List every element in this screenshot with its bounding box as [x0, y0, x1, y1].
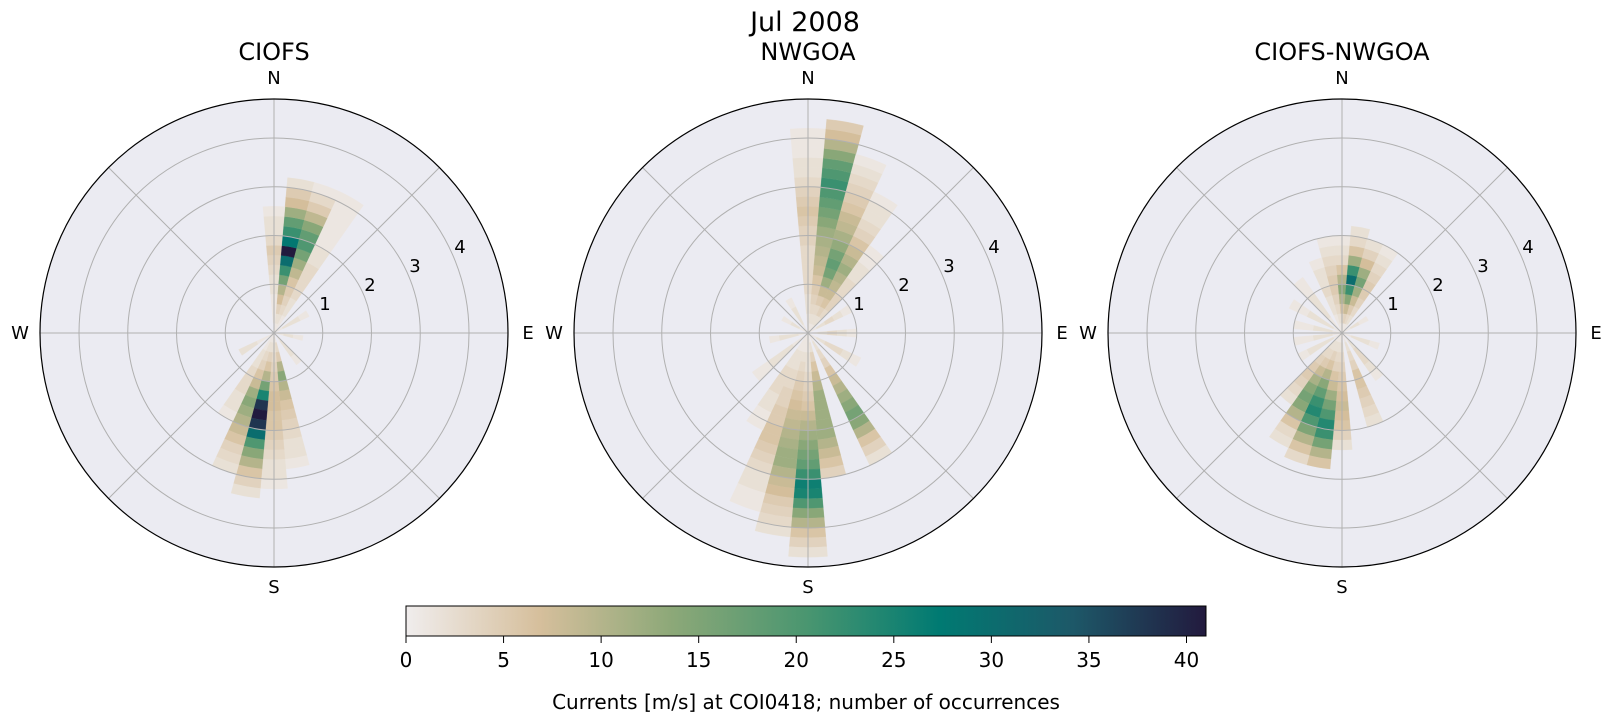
panel-title: CIOFS [238, 38, 309, 66]
colorbar-tick-label: 15 [686, 648, 711, 672]
radial-tick-labels: 1 2 3 4 [853, 237, 999, 315]
radial-tick-label: 1 [1387, 294, 1398, 315]
rose-bin-wedge [238, 345, 251, 356]
polar-axes-outline [573, 98, 1043, 568]
direction-label-north: N [801, 68, 814, 89]
radial-tick-label: 4 [1522, 237, 1533, 258]
direction-label-east: E [1056, 323, 1067, 344]
angular-gridline [108, 332, 275, 499]
colorbar-label: Currents [m/s] at COI0418; number of occ… [552, 690, 1060, 714]
polar-grid [574, 99, 1042, 567]
rose-bin-wedge [785, 297, 796, 310]
rose-bin-wedge [1368, 340, 1380, 350]
angular-gridline [273, 167, 440, 334]
rose-bin-wedge [297, 310, 310, 321]
angular-gridline [642, 332, 809, 499]
rose-bin-wedge [290, 353, 302, 366]
rose-bin-wedge [1269, 428, 1293, 449]
direction-label-west: W [1079, 323, 1097, 344]
direction-label-north: N [267, 68, 280, 89]
angular-gridline [807, 332, 974, 499]
radial-tick-label: 3 [943, 256, 954, 277]
rose-bin-wedge [1308, 257, 1325, 272]
colorbar: 0 5 10 15 20 25 30 35 40 Currents [m/s] at COI04… [400, 605, 1207, 714]
radial-tick-label: 3 [409, 256, 420, 277]
angular-gridline [642, 167, 809, 334]
direction-label-west: W [11, 323, 29, 344]
panel-title: CIOFS-NWGOA [1254, 38, 1430, 66]
direction-label-south: S [268, 577, 279, 598]
radial-tick-label: 1 [319, 294, 330, 315]
radial-tick-label: 2 [364, 275, 375, 296]
rose-bin-wedge [853, 153, 887, 175]
angular-gridline [108, 167, 275, 334]
rose-bin-wedge [781, 316, 793, 325]
polar-grid [40, 99, 508, 567]
rose-bin-wedge [1357, 316, 1369, 325]
direction-label-south: S [802, 577, 813, 598]
colorbar-gradient-bar [405, 605, 1207, 637]
rose-bin-wedge [230, 483, 261, 499]
angular-gridline [1341, 332, 1508, 499]
radial-tick-label: 2 [1432, 275, 1443, 296]
panel-title: NWGOA [760, 38, 856, 66]
angular-gridline [1176, 332, 1343, 499]
direction-label-north: N [1335, 68, 1348, 89]
figure-title: Jul 2008 [748, 7, 860, 38]
angular-gridline [273, 332, 440, 499]
polar-axes-outline [1107, 98, 1577, 568]
angular-gridline [807, 167, 974, 334]
radial-tick-labels: 1 2 3 4 [1387, 237, 1533, 315]
colorbar-tick-label: 10 [588, 648, 613, 672]
colorbar-tick-label: 5 [497, 648, 510, 672]
colorbar-tick-label: 25 [881, 648, 906, 672]
angular-gridline [1341, 167, 1508, 334]
rose-bin-wedge [292, 334, 304, 341]
colorbar-tick-label: 0 [400, 648, 413, 672]
rose-bin-wedge [825, 119, 864, 136]
panel-ciofs: CIOFS N E S W 1 2 3 4 [11, 38, 534, 598]
colorbar-tick-label: 40 [1174, 648, 1199, 672]
radial-tick-label: 2 [898, 275, 909, 296]
rose-bin-wedge [768, 335, 780, 344]
radial-tick-labels: 1 2 3 4 [319, 237, 465, 315]
wedge-group [729, 119, 898, 558]
rose-bin-wedge [1284, 447, 1310, 466]
colorbar-tick-label: 30 [979, 648, 1004, 672]
rose-bin-wedge [729, 491, 763, 513]
polar-grid [1108, 99, 1576, 567]
angular-gridline [1176, 167, 1343, 334]
direction-label-east: E [1590, 323, 1601, 344]
polar-axes-outline [39, 98, 509, 568]
colorbar-tick-label: 35 [1076, 648, 1101, 672]
radial-tick-label: 4 [988, 237, 999, 258]
direction-label-east: E [522, 323, 533, 344]
panel-nwgoa: NWGOA N E S W 1 2 3 4 [545, 38, 1068, 598]
colorbar-ticks: 0 5 10 15 20 25 30 35 40 [400, 636, 1199, 672]
radial-tick-label: 3 [1477, 256, 1488, 277]
radial-tick-label: 1 [853, 294, 864, 315]
direction-label-west: W [545, 323, 563, 344]
panel-ciofs-nwgoa: CIOFS-NWGOA N E S W 1 2 3 4 [1079, 38, 1602, 598]
colorbar-tick-label: 20 [784, 648, 809, 672]
direction-label-south: S [1336, 577, 1347, 598]
radial-tick-label: 4 [454, 237, 465, 258]
